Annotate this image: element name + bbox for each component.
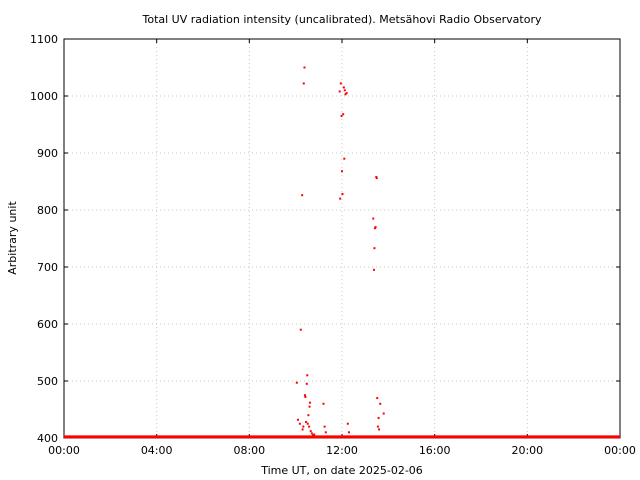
ticks: 00:00 04:00 08:00 12:00 16:00 20:00 00:0040050… <box>30 33 636 457</box>
data-point <box>379 402 382 405</box>
data-point <box>342 113 345 116</box>
y-tick-label: 1000 <box>30 90 58 103</box>
x-tick-label: 20:00 <box>511 444 543 457</box>
baseline-readings <box>64 435 620 439</box>
y-tick-label: 400 <box>37 432 58 445</box>
data-point <box>309 401 312 404</box>
data-point <box>338 90 341 93</box>
x-tick-label: 12:00 <box>326 444 358 457</box>
data-point <box>305 382 308 385</box>
x-tick-label: 08:00 <box>233 444 265 457</box>
plot-frame <box>63 38 621 439</box>
data-point <box>375 175 378 178</box>
data-point <box>339 82 342 85</box>
data-point <box>376 425 379 428</box>
data-point <box>375 177 378 180</box>
data-point <box>303 394 306 397</box>
data-point <box>342 86 345 89</box>
y-tick-label: 700 <box>37 261 58 274</box>
data-point <box>372 268 375 271</box>
data-point <box>373 227 376 230</box>
y-tick-label: 900 <box>37 147 58 160</box>
data-point <box>345 92 348 95</box>
data-point <box>299 328 302 331</box>
y-tick-label: 1100 <box>30 33 58 46</box>
data-point <box>313 433 316 436</box>
data-point <box>377 417 380 420</box>
data-point <box>310 432 313 435</box>
data-point <box>305 421 308 424</box>
data-point <box>323 425 326 428</box>
data-points <box>64 66 620 439</box>
y-tick-label: 600 <box>37 318 58 331</box>
y-tick-label: 500 <box>37 375 58 388</box>
data-point <box>301 428 304 431</box>
grid <box>64 39 620 438</box>
data-point <box>373 247 376 250</box>
data-point <box>382 412 385 415</box>
data-point <box>295 381 298 384</box>
data-point <box>298 422 301 425</box>
data-point <box>312 434 315 437</box>
data-point <box>340 114 343 117</box>
data-point <box>347 431 350 434</box>
data-point <box>322 402 325 405</box>
data-point <box>296 418 299 421</box>
data-point <box>378 428 381 431</box>
data-point <box>301 194 304 197</box>
data-point <box>346 422 349 425</box>
data-point <box>304 395 307 398</box>
data-point <box>341 170 343 173</box>
x-tick-label: 00:00 <box>48 444 80 457</box>
data-point <box>307 414 310 417</box>
data-point <box>343 89 346 92</box>
data-point <box>376 397 379 400</box>
data-point <box>324 431 327 434</box>
data-point <box>308 425 311 428</box>
x-axis-label: Time UT, on date 2025-02-06 <box>260 464 423 477</box>
data-point <box>344 93 347 96</box>
y-axis-label: Arbitrary unit <box>6 201 19 275</box>
data-point <box>374 226 377 229</box>
data-point <box>309 430 312 433</box>
x-tick-label: 00:00 <box>604 444 636 457</box>
data-point <box>306 422 309 425</box>
data-point <box>339 197 342 200</box>
y-tick-label: 800 <box>37 204 58 217</box>
chart-title: Total UV radiation intensity (uncalibrat… <box>142 13 542 26</box>
data-point <box>306 374 309 377</box>
data-point <box>343 157 346 160</box>
data-point <box>341 193 344 196</box>
x-tick-label: 04:00 <box>141 444 173 457</box>
data-point <box>372 217 375 220</box>
data-point <box>303 66 306 69</box>
data-point <box>308 405 311 408</box>
data-point <box>302 425 305 428</box>
x-tick-label: 16:00 <box>419 444 451 457</box>
data-point <box>302 82 305 85</box>
